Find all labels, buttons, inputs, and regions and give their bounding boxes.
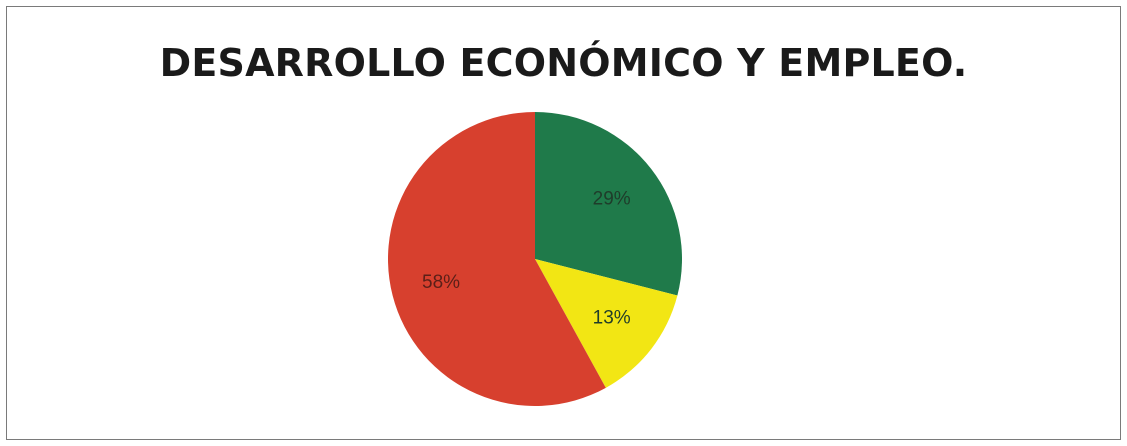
pie-slices — [388, 112, 682, 407]
chart-title: DESARROLLO ECONÓMICO Y EMPLEO. — [159, 41, 968, 85]
pie-labels: 29% 13% 58% — [422, 189, 631, 329]
data-label-58: 58% — [422, 272, 460, 293]
pie-slice-29 — [535, 112, 682, 296]
data-label-29: 29% — [593, 189, 631, 210]
data-label-13: 13% — [593, 307, 631, 328]
pie-slice-13 — [535, 259, 678, 388]
pie-slice-58 — [388, 112, 606, 407]
